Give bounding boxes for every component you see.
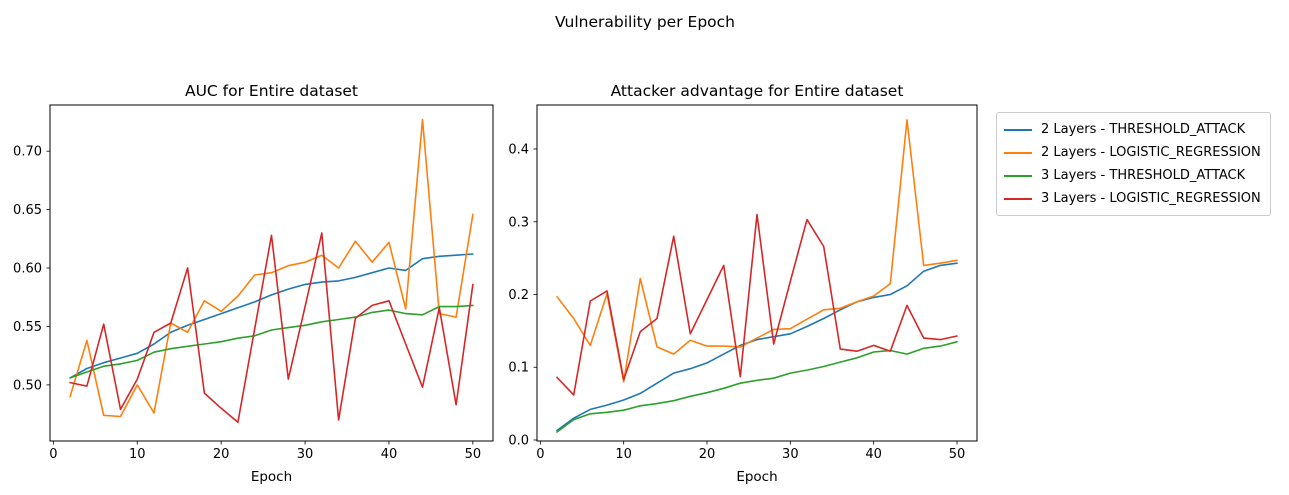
legend-line-swatch-orange (1004, 151, 1032, 154)
y-tick-label: 0.60 (13, 262, 42, 277)
x-tick-label: 20 (699, 447, 716, 462)
x-tick-label: 20 (213, 447, 230, 462)
y-tick-label: 0.3 (508, 215, 529, 230)
y-tick-label: 0.70 (13, 145, 42, 160)
y-tick-label: 0.0 (508, 433, 529, 448)
subplot-title: AUC for Entire dataset (185, 82, 358, 100)
legend-line-swatch-green (1004, 174, 1032, 177)
x-tick-label: 0 (536, 447, 544, 462)
x-tick-label: 10 (129, 447, 146, 462)
x-tick-label: 50 (465, 447, 482, 462)
legend-label: 3 Layers - LOGISTIC_REGRESSION (1041, 191, 1261, 206)
legend-label: 3 Layers - THRESHOLD_ATTACK (1041, 168, 1246, 183)
series-line-red (556, 213, 958, 396)
series-line-blue (69, 253, 474, 379)
plot-border (536, 104, 978, 442)
legend-item: 3 Layers - LOGISTIC_REGRESSION (1004, 187, 1261, 210)
legend-item: 2 Layers - THRESHOLD_ATTACK (1004, 118, 1261, 141)
figure-title: Vulnerability per Epoch (555, 13, 735, 31)
legend-label: 2 Layers - THRESHOLD_ATTACK (1041, 122, 1246, 137)
y-tick-label: 0.4 (508, 143, 529, 158)
series-line-orange (556, 119, 958, 383)
x-tick-label: 40 (865, 447, 882, 462)
x-tick-label: 30 (297, 447, 314, 462)
series-line-green (556, 340, 958, 433)
legend-box: 2 Layers - THRESHOLD_ATTACK 2 Layers - LO… (996, 112, 1271, 216)
x-axis-label: Epoch (736, 469, 777, 485)
subplot-title: Attacker advantage for Entire dataset (611, 82, 904, 100)
series-line-red (69, 232, 474, 424)
legend-line-swatch-red (1004, 197, 1032, 200)
legend-label: 2 Layers - LOGISTIC_REGRESSION (1041, 145, 1261, 160)
y-tick-label: 0.2 (508, 288, 529, 303)
legend-item: 3 Layers - THRESHOLD_ATTACK (1004, 164, 1261, 187)
y-tick-label: 0.65 (13, 203, 42, 218)
series-line-blue (556, 262, 958, 432)
y-tick-label: 0.50 (13, 378, 42, 393)
x-tick-label: 40 (381, 447, 398, 462)
x-tick-label: 30 (782, 447, 799, 462)
legend-line-swatch-blue (1004, 128, 1032, 131)
x-tick-label: 10 (615, 447, 632, 462)
plot-border (49, 104, 494, 442)
y-tick-label: 0.1 (508, 361, 529, 376)
x-tick-label: 50 (949, 447, 966, 462)
series-line-orange (69, 118, 474, 418)
x-axis-label: Epoch (251, 469, 292, 485)
legend-item: 2 Layers - LOGISTIC_REGRESSION (1004, 141, 1261, 164)
series-line-green (69, 304, 474, 379)
y-tick-label: 0.55 (13, 320, 42, 335)
x-tick-label: 0 (49, 447, 57, 462)
